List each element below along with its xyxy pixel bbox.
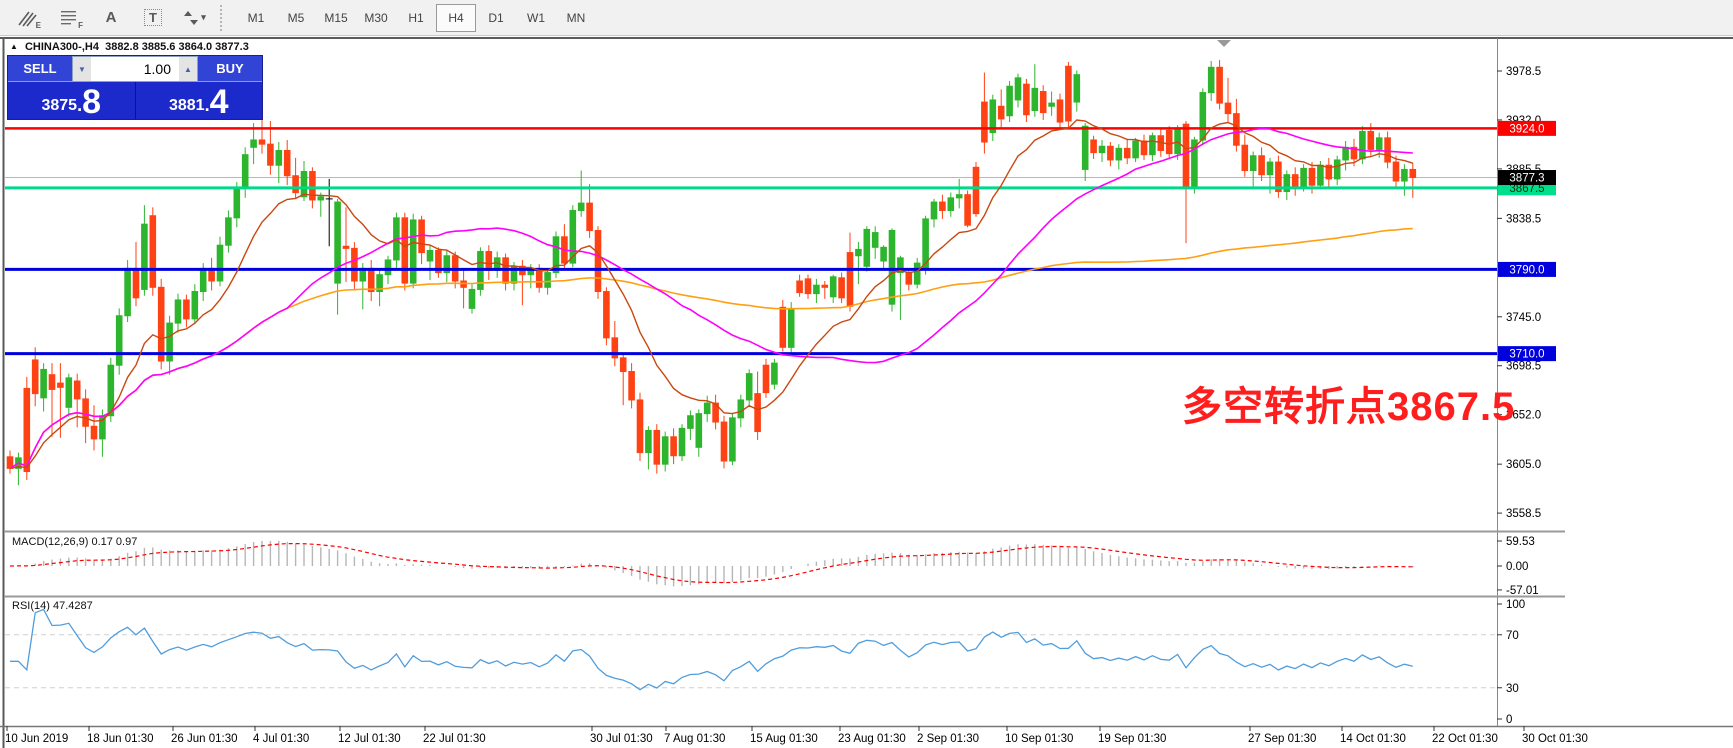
svg-text:3978.5: 3978.5	[1506, 66, 1541, 78]
ohlc-values: 3882.8 3885.6 3864.0 3877.3	[105, 41, 249, 53]
svg-text:7 Aug 01:30: 7 Aug 01:30	[664, 733, 725, 745]
volume-decrease-button[interactable]: ▼	[73, 57, 91, 81]
arrow-objects-icon[interactable]: ▾	[174, 4, 216, 32]
tf-h1[interactable]: H1	[408, 10, 424, 25]
text-box-icon[interactable]: T	[132, 4, 174, 32]
buy-price[interactable]: 3881. 4	[135, 82, 262, 119]
rsi-levels	[5, 634, 1497, 689]
tf-m1[interactable]: M1	[247, 10, 265, 25]
fibonacci-grid-icon[interactable]: F	[48, 4, 90, 32]
text-label-icon[interactable]: A	[105, 9, 117, 26]
ma-medium-line	[9, 127, 1413, 470]
svg-text:18 Jun 01:30: 18 Jun 01:30	[87, 733, 154, 745]
svg-text:30 Oct 01:30: 30 Oct 01:30	[1522, 733, 1588, 745]
svg-text:3790.0: 3790.0	[1509, 264, 1544, 276]
moving-averages	[9, 119, 1414, 470]
chart-text-annotation[interactable]: 多空转折点3867.5	[1182, 385, 1516, 429]
svg-text:0: 0	[1506, 714, 1512, 726]
macd-signal	[9, 542, 1413, 584]
svg-text:30 Jul 01:30: 30 Jul 01:30	[590, 733, 653, 745]
svg-text:70: 70	[1506, 630, 1519, 642]
rsi-line	[10, 608, 1413, 691]
svg-text:0.00: 0.00	[1506, 561, 1528, 573]
svg-text:3558.5: 3558.5	[1506, 508, 1541, 520]
time-axis[interactable]: 10 Jun 2019 18 Jun 01:30 26 Jun 01:30 4 Jul…	[5, 726, 1588, 745]
macd-signal-line	[9, 542, 1413, 584]
chevron-down-icon: ▾	[201, 12, 206, 22]
svg-text:27 Sep 01:30: 27 Sep 01:30	[1248, 733, 1316, 745]
svg-text:22 Oct 01:30: 22 Oct 01:30	[1432, 733, 1498, 745]
price-axis[interactable]: 3978.53932.03885.53838.53745.03698.53652…	[1497, 66, 1541, 726]
tool-sub-label: F	[78, 20, 83, 30]
svg-text:3652.0: 3652.0	[1506, 410, 1541, 422]
svg-text:3924.0: 3924.0	[1509, 123, 1544, 135]
svg-text:3838.5: 3838.5	[1506, 213, 1541, 225]
tool-sub-label: E	[35, 20, 41, 30]
rsi-indicator-label: RSI(14) 47.4287	[12, 600, 93, 612]
svg-text:12 Jul 01:30: 12 Jul 01:30	[338, 733, 401, 745]
macd-indicator-label: MACD(12,26,9) 0.17 0.97	[12, 536, 138, 548]
buy-button[interactable]: BUY	[198, 56, 262, 82]
price-badges: 3924.0 3867.5 3790.0 3710.0 3877.3	[1498, 120, 1556, 362]
sell-price[interactable]: 3875. 8	[8, 82, 136, 119]
candlestick-series	[6, 59, 1417, 486]
svg-text:-57.01: -57.01	[1506, 585, 1539, 597]
svg-text:3867.5: 3867.5	[1509, 183, 1544, 195]
svg-text:19 Sep 01:30: 19 Sep 01:30	[1098, 733, 1166, 745]
svg-text:2 Sep 01:30: 2 Sep 01:30	[917, 733, 979, 745]
volume-input[interactable]: 1.00	[143, 61, 171, 77]
scroll-marker-icon	[1217, 40, 1231, 47]
svg-text:59.53: 59.53	[1506, 536, 1535, 548]
svg-text:14 Oct 01:30: 14 Oct 01:30	[1340, 733, 1406, 745]
level-lines[interactable]	[5, 127, 1497, 356]
svg-text:3877.3: 3877.3	[1509, 173, 1544, 185]
macd-histogram	[17, 540, 1414, 587]
svg-text:22 Jul 01:30: 22 Jul 01:30	[423, 733, 486, 745]
svg-text:3605.0: 3605.0	[1506, 459, 1541, 471]
svg-text:3745.0: 3745.0	[1506, 312, 1541, 324]
sell-button[interactable]: SELL	[8, 56, 72, 82]
rsi-curve	[10, 608, 1413, 691]
svg-text:23 Aug 01:30: 23 Aug 01:30	[838, 733, 906, 745]
tf-d1[interactable]: D1	[488, 10, 504, 25]
volume-increase-button[interactable]: ▲	[179, 57, 197, 81]
tf-h4[interactable]: H4	[436, 3, 476, 32]
svg-text:3698.5: 3698.5	[1506, 361, 1541, 373]
symbol-title: ▲ CHINA300-,H4 3882.8 3885.6 3864.0 3877…	[10, 41, 249, 53]
ma-fast-line	[9, 119, 1414, 470]
svg-text:26 Jun 01:30: 26 Jun 01:30	[171, 733, 238, 745]
tf-mn[interactable]: MN	[566, 10, 586, 25]
tf-m30[interactable]: M30	[364, 10, 388, 25]
svg-text:10 Sep 01:30: 10 Sep 01:30	[1005, 733, 1073, 745]
symbol-name: CHINA300-,H4	[24, 41, 99, 53]
collapse-icon[interactable]: ▲	[10, 42, 18, 51]
svg-text:4 Jul 01:30: 4 Jul 01:30	[253, 733, 309, 745]
svg-text:10 Jun 2019: 10 Jun 2019	[5, 733, 68, 745]
svg-text:100: 100	[1506, 599, 1525, 611]
one-click-trading-panel: SELL ▼ 1.00 ▲ BUY 3875. 8 3881. 4	[8, 56, 262, 119]
tf-m5[interactable]: M5	[287, 10, 305, 25]
equidistant-channel-icon[interactable]: E	[6, 4, 48, 32]
tf-w1[interactable]: W1	[527, 10, 545, 25]
toolbar-separator	[220, 4, 228, 31]
svg-text:30: 30	[1506, 683, 1519, 695]
svg-text:15 Aug 01:30: 15 Aug 01:30	[750, 733, 818, 745]
tf-m15[interactable]: M15	[324, 10, 348, 25]
svg-text:3710.0: 3710.0	[1509, 349, 1544, 361]
chart-frame	[0, 37, 1733, 748]
toolbar: E F A T ▾ M1 M5 M15 M30 H1 H4 D1 W1 MN	[0, 0, 1733, 36]
